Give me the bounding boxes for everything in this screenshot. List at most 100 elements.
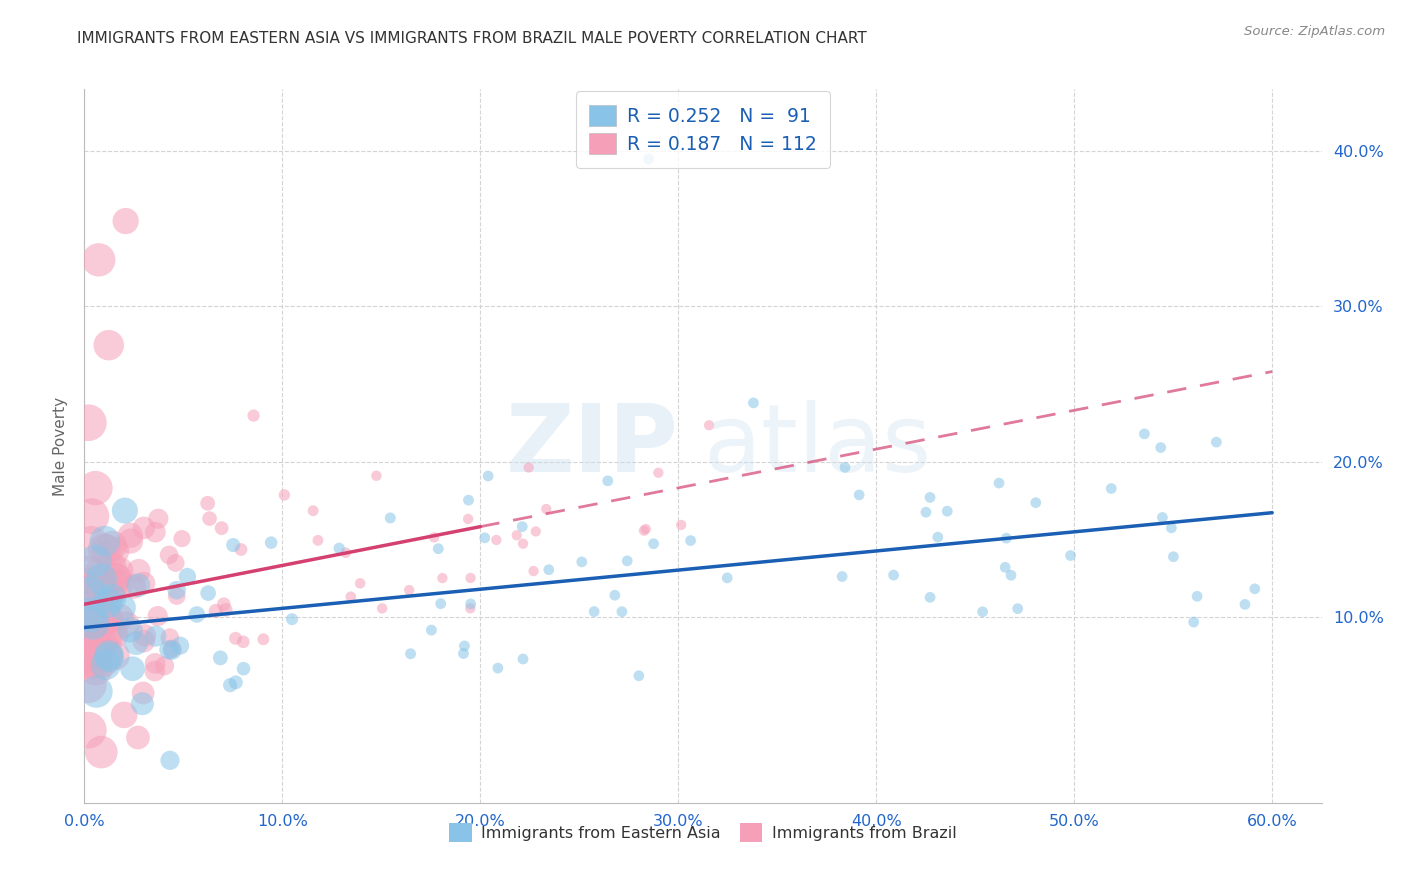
Point — [647, 466, 669, 480]
Point — [512, 652, 534, 666]
Point — [97, 583, 120, 598]
Point — [80, 509, 103, 524]
Point — [486, 661, 509, 675]
Point — [143, 664, 166, 678]
Point — [94, 533, 117, 548]
Point — [616, 554, 638, 568]
Point — [94, 657, 117, 672]
Point — [198, 511, 221, 525]
Point — [633, 524, 655, 538]
Point — [742, 396, 765, 410]
Point — [915, 505, 938, 519]
Point — [222, 538, 245, 552]
Point — [82, 615, 104, 630]
Point — [122, 579, 145, 593]
Point — [84, 481, 107, 495]
Point — [371, 601, 394, 615]
Point — [112, 707, 135, 722]
Point — [349, 576, 371, 591]
Point — [457, 512, 479, 526]
Point — [186, 607, 208, 622]
Point — [453, 639, 475, 653]
Point — [80, 585, 103, 599]
Point — [125, 636, 148, 650]
Point — [211, 521, 233, 535]
Point — [380, 511, 402, 525]
Point — [1025, 496, 1047, 510]
Point — [83, 638, 105, 652]
Point — [1243, 582, 1265, 596]
Point — [89, 616, 111, 631]
Point — [229, 542, 252, 557]
Point — [603, 588, 626, 602]
Point — [209, 651, 232, 665]
Point — [215, 603, 238, 617]
Point — [90, 745, 112, 759]
Point — [610, 605, 633, 619]
Point — [96, 648, 118, 662]
Point — [460, 601, 482, 615]
Point — [510, 519, 533, 533]
Point — [96, 543, 118, 558]
Point — [366, 468, 388, 483]
Point — [127, 578, 149, 592]
Point — [398, 583, 420, 598]
Point — [485, 533, 508, 547]
Point — [96, 610, 118, 624]
Point — [669, 518, 692, 533]
Point — [232, 662, 254, 676]
Point — [697, 418, 720, 433]
Point — [77, 678, 100, 692]
Point — [91, 654, 114, 668]
Point — [83, 576, 105, 591]
Point — [169, 639, 191, 653]
Point — [80, 628, 103, 642]
Point — [84, 661, 107, 675]
Point — [429, 597, 451, 611]
Point — [716, 571, 738, 585]
Point — [77, 647, 100, 661]
Point — [108, 611, 131, 625]
Point — [96, 627, 118, 641]
Point — [460, 571, 482, 585]
Point — [1160, 521, 1182, 535]
Point — [127, 731, 149, 745]
Point — [335, 546, 357, 560]
Point — [98, 648, 121, 662]
Point — [170, 532, 193, 546]
Point — [1099, 482, 1122, 496]
Point — [242, 409, 264, 423]
Point — [86, 684, 108, 698]
Point — [148, 512, 170, 526]
Point — [100, 625, 122, 640]
Point — [121, 662, 143, 676]
Point — [77, 416, 100, 430]
Point — [90, 636, 112, 650]
Point — [77, 567, 100, 582]
Point — [160, 643, 183, 657]
Point — [77, 584, 100, 599]
Point — [260, 535, 283, 549]
Point — [420, 623, 443, 637]
Point — [80, 646, 103, 660]
Legend: Immigrants from Eastern Asia, Immigrants from Brazil: Immigrants from Eastern Asia, Immigrants… — [443, 817, 963, 848]
Point — [536, 502, 558, 516]
Point — [132, 576, 155, 591]
Point — [423, 530, 446, 544]
Point — [477, 469, 499, 483]
Point — [571, 555, 593, 569]
Point — [918, 491, 941, 505]
Point — [166, 583, 188, 598]
Point — [100, 559, 122, 574]
Point — [679, 533, 702, 548]
Point — [994, 560, 1017, 574]
Point — [120, 623, 142, 637]
Point — [512, 537, 534, 551]
Point — [159, 631, 181, 645]
Point — [972, 605, 994, 619]
Point — [84, 554, 107, 568]
Point — [77, 723, 100, 738]
Point — [522, 564, 544, 578]
Point — [1182, 615, 1205, 629]
Point — [97, 596, 120, 610]
